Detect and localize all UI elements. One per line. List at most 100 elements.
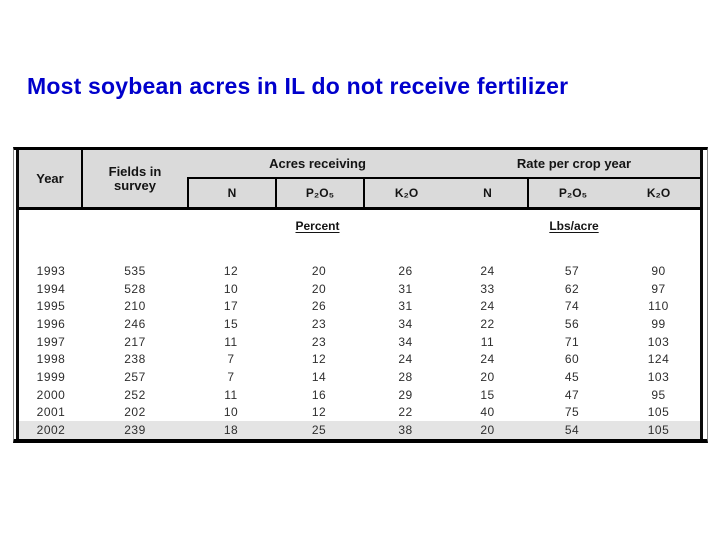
- year-cell: 1995: [36, 299, 66, 314]
- fields-in-survey-cell: 252: [124, 387, 146, 402]
- acres-k2o-cell: 31: [398, 299, 413, 314]
- table-row-1994: 1994 528 10 20 31 33 62 97: [19, 280, 700, 298]
- fields-in-survey-cell: 202: [124, 405, 146, 420]
- rate-n-cell: 22: [480, 317, 495, 332]
- fields-in-survey-cell: 528: [124, 281, 146, 296]
- rate-k2o-cell: 103: [647, 370, 670, 385]
- acres-k2o-cell: 26: [398, 263, 413, 278]
- table-row-2001: 2001 202 10 12 22 40 75 105: [19, 404, 700, 422]
- rate-n-cell: 24: [480, 299, 495, 314]
- table-header: Year Fields in survey Acres receiving Ra…: [19, 150, 700, 210]
- acres-n-cell: 17: [223, 299, 239, 314]
- year-cell: 1993: [36, 263, 66, 278]
- rate-k2o-cell: 105: [647, 405, 670, 420]
- column-header-k2o-acres: K₂O: [363, 179, 448, 207]
- acres-p2o5-cell: 16: [311, 387, 327, 402]
- rate-p2o5-cell: 74: [564, 299, 580, 314]
- table-spacer: [19, 241, 700, 262]
- rate-p2o5-cell: 71: [564, 334, 580, 349]
- acres-k2o-cell: 24: [398, 352, 413, 367]
- unit-label-lbs-per-acre: Lbs/acre: [549, 218, 599, 233]
- acres-p2o5-cell: 12: [311, 352, 327, 367]
- fields-in-survey-cell: 246: [124, 317, 146, 332]
- fields-in-survey-cell: 217: [124, 334, 146, 349]
- table-row-2000: 2000 252 11 16 29 15 47 95: [19, 386, 700, 404]
- fields-in-survey-cell: 239: [124, 423, 146, 438]
- rate-p2o5-cell: 62: [564, 281, 580, 296]
- acres-n-cell: 7: [227, 370, 235, 385]
- year-cell: 2000: [36, 387, 66, 402]
- table-row-1995: 1995 210 17 26 31 24 74 110: [19, 298, 700, 316]
- column-group-rate-per-crop-year: Rate per crop year: [448, 150, 700, 179]
- rate-n-cell: 20: [480, 370, 495, 385]
- year-cell: 2001: [36, 405, 66, 420]
- year-cell: 1994: [36, 281, 66, 296]
- column-header-year: Year: [19, 150, 83, 207]
- acres-k2o-cell: 38: [398, 423, 413, 438]
- rate-k2o-cell: 95: [651, 387, 666, 402]
- acres-n-cell: 18: [223, 423, 239, 438]
- acres-n-cell: 10: [223, 405, 239, 420]
- rate-k2o-cell: 124: [647, 352, 670, 367]
- rate-k2o-cell: 110: [648, 299, 669, 314]
- rate-k2o-cell: 105: [647, 423, 670, 438]
- year-cell: 1996: [36, 317, 66, 332]
- acres-n-cell: 7: [227, 352, 235, 367]
- rate-p2o5-cell: 45: [564, 370, 580, 385]
- rate-n-cell: 24: [480, 263, 495, 278]
- rate-n-cell: 15: [480, 387, 495, 402]
- acres-n-cell: 11: [224, 387, 238, 402]
- page-title: Most soybean acres in IL do not receive …: [27, 73, 569, 99]
- acres-p2o5-cell: 12: [311, 405, 327, 420]
- table-row-1993: 1993 535 12 20 26 24 57 90: [19, 262, 700, 280]
- unit-label-percent: Percent: [295, 218, 340, 233]
- rate-k2o-cell: 103: [647, 334, 670, 349]
- column-group-acres-receiving: Acres receiving: [187, 150, 448, 179]
- year-cell: 1998: [36, 352, 66, 367]
- rate-k2o-cell: 97: [651, 281, 666, 296]
- acres-p2o5-cell: 20: [311, 281, 327, 296]
- fields-in-survey-cell: 535: [124, 263, 146, 278]
- column-header-fields-in-survey: Fields in survey: [83, 150, 187, 207]
- fertilizer-table-frame: Year Fields in survey Acres receiving Ra…: [13, 147, 708, 443]
- table-row-1998: 1998 238 7 12 24 24 60 124: [19, 351, 700, 369]
- acres-p2o5-cell: 14: [311, 370, 327, 385]
- rate-p2o5-cell: 57: [564, 263, 580, 278]
- acres-k2o-cell: 28: [398, 370, 413, 385]
- acres-n-cell: 10: [223, 281, 239, 296]
- rate-n-cell: 24: [480, 352, 495, 367]
- acres-n-cell: 12: [223, 263, 239, 278]
- table-row-2002: 2002 239 18 25 38 20 54 105: [19, 421, 700, 439]
- acres-p2o5-cell: 26: [311, 299, 327, 314]
- table-row-1996: 1996 246 15 23 34 22 56 99: [19, 315, 700, 333]
- acres-k2o-cell: 29: [398, 387, 413, 402]
- table-body: 1993 535 12 20 26 24 57 90 1994 528 10 2…: [19, 262, 700, 439]
- acres-p2o5-cell: 25: [311, 423, 327, 438]
- year-cell: 2002: [36, 423, 66, 438]
- acres-k2o-cell: 34: [398, 334, 413, 349]
- column-header-p2o5-rate: P₂O₅: [527, 179, 617, 207]
- acres-k2o-cell: 22: [398, 405, 413, 420]
- rate-n-cell: 33: [480, 281, 495, 296]
- acres-n-cell: 11: [224, 334, 238, 349]
- rate-n-cell: 11: [480, 334, 495, 349]
- year-cell: 1997: [36, 334, 66, 349]
- rate-n-cell: 40: [480, 405, 495, 420]
- rate-k2o-cell: 90: [651, 263, 666, 278]
- acres-k2o-cell: 31: [398, 281, 413, 296]
- acres-p2o5-cell: 20: [311, 263, 327, 278]
- rate-p2o5-cell: 60: [564, 352, 580, 367]
- fields-in-survey-cell: 257: [124, 370, 146, 385]
- fields-in-survey-cell: 210: [124, 299, 146, 314]
- acres-p2o5-cell: 23: [311, 334, 327, 349]
- acres-n-cell: 15: [223, 317, 239, 332]
- table-row-1999: 1999 257 7 14 28 20 45 103: [19, 368, 700, 386]
- acres-p2o5-cell: 23: [311, 317, 327, 332]
- fields-in-survey-cell: 238: [124, 352, 146, 367]
- column-header-fields-line1: Fields in: [108, 163, 162, 179]
- column-header-fields-line2: survey: [114, 177, 156, 193]
- acres-k2o-cell: 34: [398, 317, 413, 332]
- table-row-1997: 1997 217 11 23 34 11 71 103: [19, 333, 700, 351]
- rate-p2o5-cell: 56: [564, 317, 580, 332]
